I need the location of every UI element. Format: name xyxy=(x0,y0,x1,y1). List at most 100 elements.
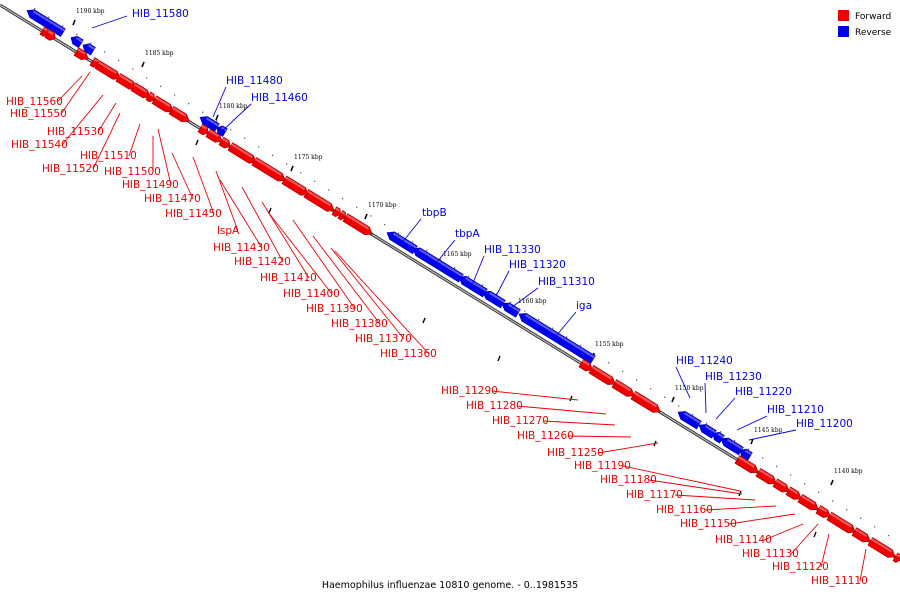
track-dot xyxy=(342,198,344,200)
label-leader xyxy=(567,435,632,438)
forward-gene-arrow xyxy=(892,552,900,563)
reverse-gene-body xyxy=(518,313,596,364)
gene-label: HIB_11310 xyxy=(538,276,595,288)
tick-mark xyxy=(141,61,145,68)
track-dot xyxy=(188,102,190,105)
tick-label: 1185 kbp xyxy=(145,50,174,57)
forward-gene-body xyxy=(303,189,335,212)
track-dot xyxy=(76,33,78,36)
forward-gene-body xyxy=(815,505,831,518)
forward-gene-body xyxy=(130,82,151,99)
gene-highlight xyxy=(201,124,208,130)
forward-gene-arrow xyxy=(44,29,56,41)
gene-highlight xyxy=(855,528,868,537)
legend-reverse-swatch xyxy=(838,26,849,37)
gene-label: HIB_11520 xyxy=(42,163,99,175)
forward-gene-arrow xyxy=(251,157,286,182)
forward-gene-arrow xyxy=(785,486,802,500)
label-leader xyxy=(219,179,263,249)
label-leader xyxy=(648,479,743,495)
track-dot xyxy=(454,267,456,269)
gene-label: HIB_11170 xyxy=(626,489,683,501)
forward-gene-arrow xyxy=(755,468,777,485)
gene-highlight xyxy=(738,456,756,468)
label-leader xyxy=(674,494,756,501)
gene-label: HIB_11420 xyxy=(234,256,291,268)
track-dot xyxy=(160,85,162,88)
tick-label: 1180 kbp xyxy=(219,103,248,110)
tick-label: 1150 kbp xyxy=(675,385,704,392)
tick-label: 1140 kbp xyxy=(834,468,863,475)
label-leader xyxy=(60,71,91,115)
reverse-gene-arrow xyxy=(482,290,506,309)
track-dot xyxy=(552,327,554,329)
track-dot xyxy=(608,362,610,364)
track-dot xyxy=(426,249,428,252)
gene-label: HIB_11410 xyxy=(260,272,317,284)
minor-tick xyxy=(268,207,272,214)
minor-tick xyxy=(813,531,817,538)
forward-gene-arrow xyxy=(168,105,190,123)
tick-label: 1160 kbp xyxy=(518,298,547,305)
track-dot xyxy=(62,25,64,27)
track-dot xyxy=(104,51,106,53)
reverse-gene-arrow xyxy=(412,247,464,283)
forward-gene-body xyxy=(734,455,759,474)
track-dot xyxy=(412,241,414,243)
track-dot xyxy=(300,172,302,174)
track-dot xyxy=(286,163,288,165)
label-leader xyxy=(400,218,422,245)
forward-gene-body xyxy=(755,468,777,485)
label-leader xyxy=(312,235,381,325)
gene-label: tbpA xyxy=(455,228,480,240)
gene-label: HIB_11290 xyxy=(441,385,498,397)
gene-highlight xyxy=(43,27,48,32)
gene-label: HIB_11230 xyxy=(705,371,762,383)
forward-gene-body xyxy=(892,552,900,563)
label-leader xyxy=(859,548,867,582)
track-dot xyxy=(874,526,876,528)
forward-gene-arrow xyxy=(611,379,635,397)
gene-label: HIB_11330 xyxy=(484,244,541,256)
track-dot xyxy=(888,534,890,537)
tick-label: 1165 kbp xyxy=(443,251,472,258)
track-dot xyxy=(398,232,400,234)
gene-label: HIB_11180 xyxy=(600,474,657,486)
dotted-guide xyxy=(34,7,890,537)
label-leader xyxy=(763,523,804,541)
reverse-gene-body xyxy=(501,302,521,318)
reverse-gene-body xyxy=(482,290,506,309)
gene-highlight xyxy=(346,214,370,230)
label-leader xyxy=(212,86,227,118)
track-dot xyxy=(384,223,386,226)
gene-label: HIB_11490 xyxy=(122,179,179,191)
forward-gene-arrow xyxy=(197,123,209,136)
tick-label: 1145 kbp xyxy=(754,427,783,434)
gene-highlight xyxy=(98,61,118,75)
gene-label: lspA xyxy=(217,225,240,237)
track-dot xyxy=(818,491,820,494)
track-dot xyxy=(314,180,316,183)
forward-gene-arrow xyxy=(797,493,819,511)
forward-gene-arrow xyxy=(303,189,335,212)
track-dot xyxy=(846,508,848,511)
forward-gene-arrow xyxy=(331,206,341,218)
track-dot xyxy=(636,379,638,381)
track-dot xyxy=(272,154,274,157)
track-dot xyxy=(762,457,764,459)
forward-gene-arrow xyxy=(630,390,661,413)
label-leader xyxy=(91,15,128,29)
gene-highlight xyxy=(717,432,724,439)
gene-label: HIB_11500 xyxy=(104,166,161,178)
gene-highlight xyxy=(155,96,171,107)
track-dot xyxy=(650,388,652,390)
tick-mark xyxy=(750,438,754,445)
gene-highlight xyxy=(488,291,505,303)
tick-mark xyxy=(364,213,368,220)
track-dot xyxy=(118,59,120,62)
gene-label: HIB_11470 xyxy=(144,193,201,205)
track-dot xyxy=(482,284,484,286)
gene-features xyxy=(26,9,900,563)
gene-highlight xyxy=(871,538,893,553)
gene-label: HIB_11540 xyxy=(11,139,68,151)
